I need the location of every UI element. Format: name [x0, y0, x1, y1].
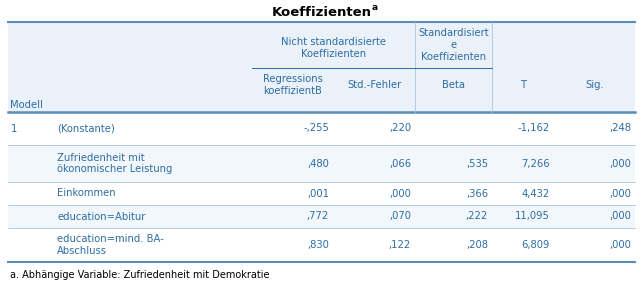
- Text: 7,266: 7,266: [521, 159, 550, 168]
- Text: ,066: ,066: [389, 159, 411, 168]
- Text: ,000: ,000: [609, 159, 631, 168]
- Bar: [8, 228, 635, 262]
- Text: ,000: ,000: [609, 189, 631, 199]
- Text: ,830: ,830: [307, 240, 329, 250]
- Text: ,535: ,535: [466, 159, 488, 168]
- Text: T: T: [520, 80, 526, 90]
- Text: ,000: ,000: [609, 240, 631, 250]
- Text: Zufriedenheit mit
ökonomischer Leistung: Zufriedenheit mit ökonomischer Leistung: [57, 153, 172, 174]
- Text: a: a: [372, 3, 377, 11]
- Text: education=mind. BA-
Abschluss: education=mind. BA- Abschluss: [57, 234, 164, 256]
- Text: 6,809: 6,809: [521, 240, 550, 250]
- Text: ,248: ,248: [609, 124, 631, 133]
- Text: ,222: ,222: [466, 211, 488, 222]
- Text: ,001: ,001: [307, 189, 329, 199]
- Text: ,480: ,480: [307, 159, 329, 168]
- Bar: [8, 22, 635, 112]
- Bar: [8, 182, 635, 205]
- Text: ,772: ,772: [307, 211, 329, 222]
- Text: Beta: Beta: [442, 80, 465, 90]
- Text: Standardisiert
e
Koeffizienten: Standardisiert e Koeffizienten: [418, 28, 489, 62]
- Text: (Konstante): (Konstante): [57, 124, 114, 133]
- Text: Nicht standardisierte
Koeffizienten: Nicht standardisierte Koeffizienten: [281, 37, 386, 59]
- Text: ,122: ,122: [389, 240, 411, 250]
- Text: 4,432: 4,432: [521, 189, 550, 199]
- Text: education=Abitur: education=Abitur: [57, 211, 145, 222]
- Bar: [8, 145, 635, 182]
- Text: ,000: ,000: [389, 189, 411, 199]
- Text: 1: 1: [11, 124, 17, 133]
- Text: ,000: ,000: [609, 211, 631, 222]
- Bar: [8, 112, 635, 145]
- Text: Sig.: Sig.: [585, 80, 604, 90]
- Text: a. Abhängige Variable: Zufriedenheit mit Demokratie: a. Abhängige Variable: Zufriedenheit mit…: [10, 270, 269, 280]
- Text: ,220: ,220: [389, 124, 411, 133]
- Text: Koeffizienten: Koeffizienten: [271, 6, 372, 18]
- Text: ,366: ,366: [466, 189, 488, 199]
- Text: 11,095: 11,095: [515, 211, 550, 222]
- Bar: [8, 205, 635, 228]
- Text: -,255: -,255: [303, 124, 329, 133]
- Text: ,070: ,070: [389, 211, 411, 222]
- Text: Einkommen: Einkommen: [57, 189, 116, 199]
- Text: ,208: ,208: [466, 240, 488, 250]
- Text: Std.-Fehler: Std.-Fehler: [347, 80, 401, 90]
- Text: -1,162: -1,162: [518, 124, 550, 133]
- Text: Regressions
koeffizientB: Regressions koeffizientB: [262, 74, 322, 96]
- Text: Modell: Modell: [10, 100, 43, 110]
